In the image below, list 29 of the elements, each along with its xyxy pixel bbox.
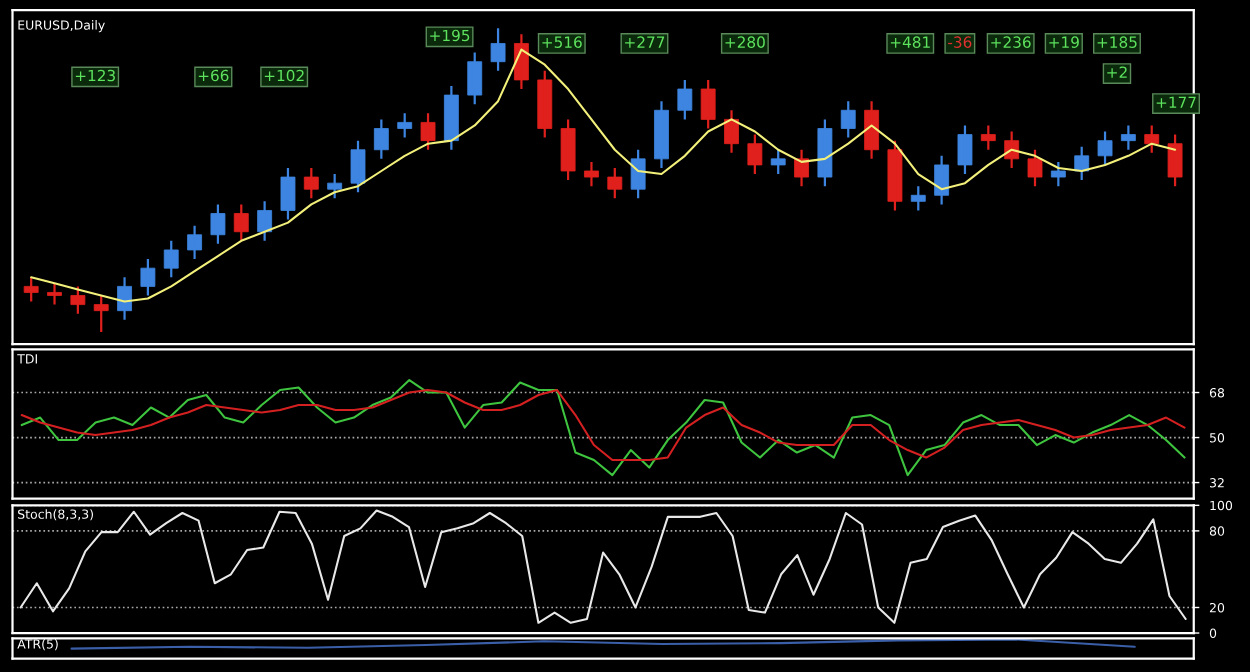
- candlestick: [677, 78, 693, 121]
- candlestick: [1167, 133, 1183, 188]
- line-series: [19, 509, 1187, 624]
- candlestick: [957, 124, 973, 176]
- candlestick: [467, 51, 483, 106]
- candlestick: [1027, 148, 1043, 188]
- candlestick: [630, 148, 646, 200]
- candlestick: [1097, 130, 1113, 167]
- candlestick: [747, 133, 763, 176]
- candlestick: [350, 139, 366, 194]
- line-series: [20, 378, 1186, 477]
- candlestick: [327, 172, 343, 200]
- candlestick: [584, 160, 599, 188]
- candlestick: [420, 112, 436, 151]
- candlestick: [303, 166, 319, 200]
- candlestick: [70, 285, 86, 315]
- candlestick: [700, 78, 716, 130]
- candlestick: [607, 166, 623, 200]
- line-series: [20, 388, 1186, 462]
- candlestick: [163, 239, 179, 279]
- candlestick: [490, 27, 506, 72]
- candlestick: [1050, 160, 1066, 188]
- candlestick: [770, 148, 786, 176]
- candlestick: [887, 139, 903, 212]
- candlestick: [560, 118, 576, 182]
- candlestick: [140, 257, 156, 297]
- candlestick: [210, 203, 226, 245]
- candlestick: [817, 118, 833, 188]
- candlestick: [280, 166, 296, 221]
